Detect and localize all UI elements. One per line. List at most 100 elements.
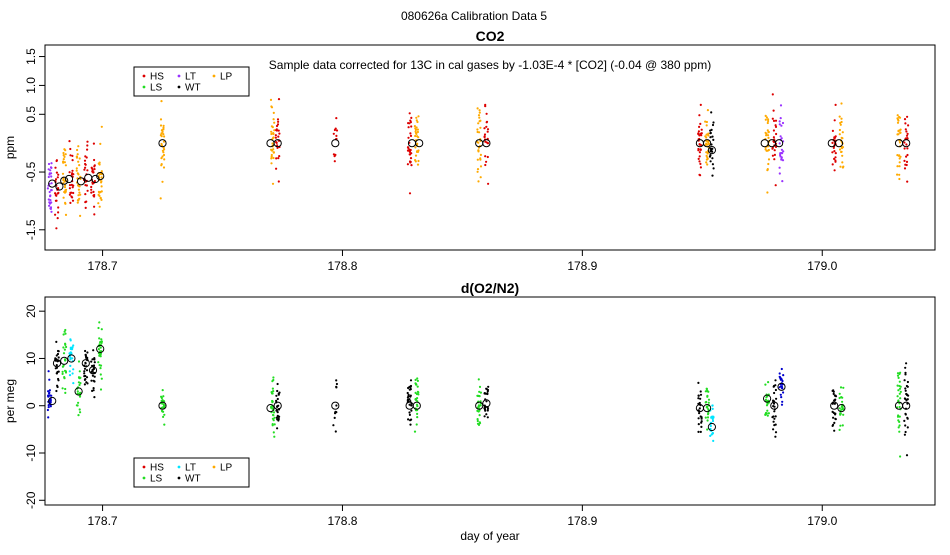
- o2n2-point: [92, 379, 95, 382]
- co2-point: [896, 165, 899, 168]
- co2-point: [90, 166, 93, 169]
- o2n2-point: [773, 391, 776, 395]
- co2-point: [709, 131, 712, 135]
- co2-point: [333, 160, 336, 163]
- co2-point: [772, 129, 776, 132]
- o2n2-point: [700, 416, 703, 419]
- o2n2-point: [772, 399, 775, 402]
- o2n2-point: [699, 430, 702, 433]
- co2-point: [834, 152, 837, 155]
- co2-point: [54, 192, 57, 195]
- o2n2-point: [485, 413, 488, 416]
- co2-point: [834, 156, 837, 159]
- o2n2-point: [896, 384, 899, 387]
- co2-point: [277, 129, 280, 132]
- co2-point: [160, 157, 163, 160]
- co2-point: [700, 128, 703, 131]
- o2n2-point: [842, 413, 845, 416]
- co2-point: [771, 154, 775, 157]
- o2n2-mean-marker: [74, 387, 83, 396]
- co2-point: [415, 116, 418, 119]
- o2n2-point: [92, 349, 95, 352]
- co2-point: [833, 150, 836, 153]
- o2n2-mean-marker: [482, 399, 491, 408]
- co2-point: [272, 156, 275, 160]
- co2-point: [57, 173, 60, 176]
- co2-point: [161, 155, 164, 158]
- o2n2-point: [897, 399, 900, 402]
- co2-point: [278, 132, 281, 135]
- o2n2-point: [63, 369, 67, 372]
- co2-point: [409, 160, 412, 163]
- co2-point: [84, 162, 87, 166]
- co2-point: [707, 142, 711, 146]
- co2-mean-marker: [55, 182, 64, 191]
- co2-point: [335, 134, 338, 137]
- co2-point: [839, 123, 842, 126]
- o2n2-point: [477, 404, 480, 407]
- co2-point: [896, 154, 899, 157]
- o2n2-point: [899, 455, 902, 458]
- co2-point: [698, 134, 701, 137]
- co2-point: [78, 164, 81, 167]
- o2n2-point: [334, 430, 337, 433]
- o2n2-point: [415, 423, 418, 426]
- o2n2-point: [898, 402, 901, 405]
- co2-point: [417, 159, 420, 163]
- o2n2-point: [275, 416, 278, 419]
- o2n2-point: [782, 374, 785, 377]
- o2n2-point: [416, 412, 419, 415]
- o2n2-point: [487, 385, 490, 388]
- co2-point: [706, 152, 709, 155]
- co2-point: [56, 217, 59, 220]
- o2n2-point: [699, 397, 702, 400]
- co2-point: [274, 134, 277, 137]
- o2n2-point: [833, 399, 836, 402]
- o2n2-point: [896, 406, 899, 409]
- o2n2-point: [483, 415, 486, 418]
- co2-point: [838, 148, 842, 151]
- o2n2-ylabel: per meg: [3, 379, 17, 423]
- co2-point: [711, 157, 714, 160]
- co2-point: [705, 151, 708, 154]
- co2-point: [699, 166, 703, 169]
- co2-point: [699, 148, 702, 151]
- co2-point: [705, 139, 708, 142]
- co2-mean-marker: [760, 139, 769, 148]
- co2-point: [833, 157, 836, 160]
- o2n2-point: [406, 391, 409, 395]
- co2-point: [62, 161, 65, 164]
- o2n2-point: [709, 424, 712, 428]
- o2n2-point: [904, 389, 907, 392]
- co2-point: [69, 191, 72, 194]
- co2-point: [270, 148, 273, 151]
- o2n2-point: [832, 392, 835, 395]
- co2-point: [773, 158, 776, 161]
- co2-point: [903, 118, 907, 121]
- co2-point: [697, 132, 700, 135]
- o2n2-ytick-label: 0: [24, 402, 38, 409]
- co2-point: [63, 161, 66, 164]
- o2n2-mean-marker: [412, 401, 421, 410]
- o2n2-point: [85, 369, 89, 372]
- o2n2-point: [486, 416, 489, 419]
- o2n2-point: [271, 423, 274, 426]
- co2-point: [162, 140, 166, 143]
- co2-point: [50, 162, 53, 165]
- co2-point: [163, 148, 166, 151]
- o2n2-ytick-label: -20: [24, 491, 38, 509]
- o2n2-point: [408, 403, 411, 406]
- co2-point: [698, 173, 701, 176]
- co2-point: [705, 124, 708, 127]
- o2n2-point: [903, 397, 907, 400]
- co2-point: [772, 136, 776, 139]
- co2-point: [477, 180, 480, 183]
- co2-point: [906, 115, 909, 118]
- o2n2-point: [697, 397, 700, 400]
- co2-point: [159, 124, 163, 127]
- o2n2-point: [271, 380, 274, 383]
- o2n2-point: [335, 404, 338, 407]
- co2-panel: CO2 Sample data corrected for 13C in cal …: [3, 28, 936, 273]
- o2n2-point: [407, 393, 410, 396]
- co2-point: [484, 155, 487, 158]
